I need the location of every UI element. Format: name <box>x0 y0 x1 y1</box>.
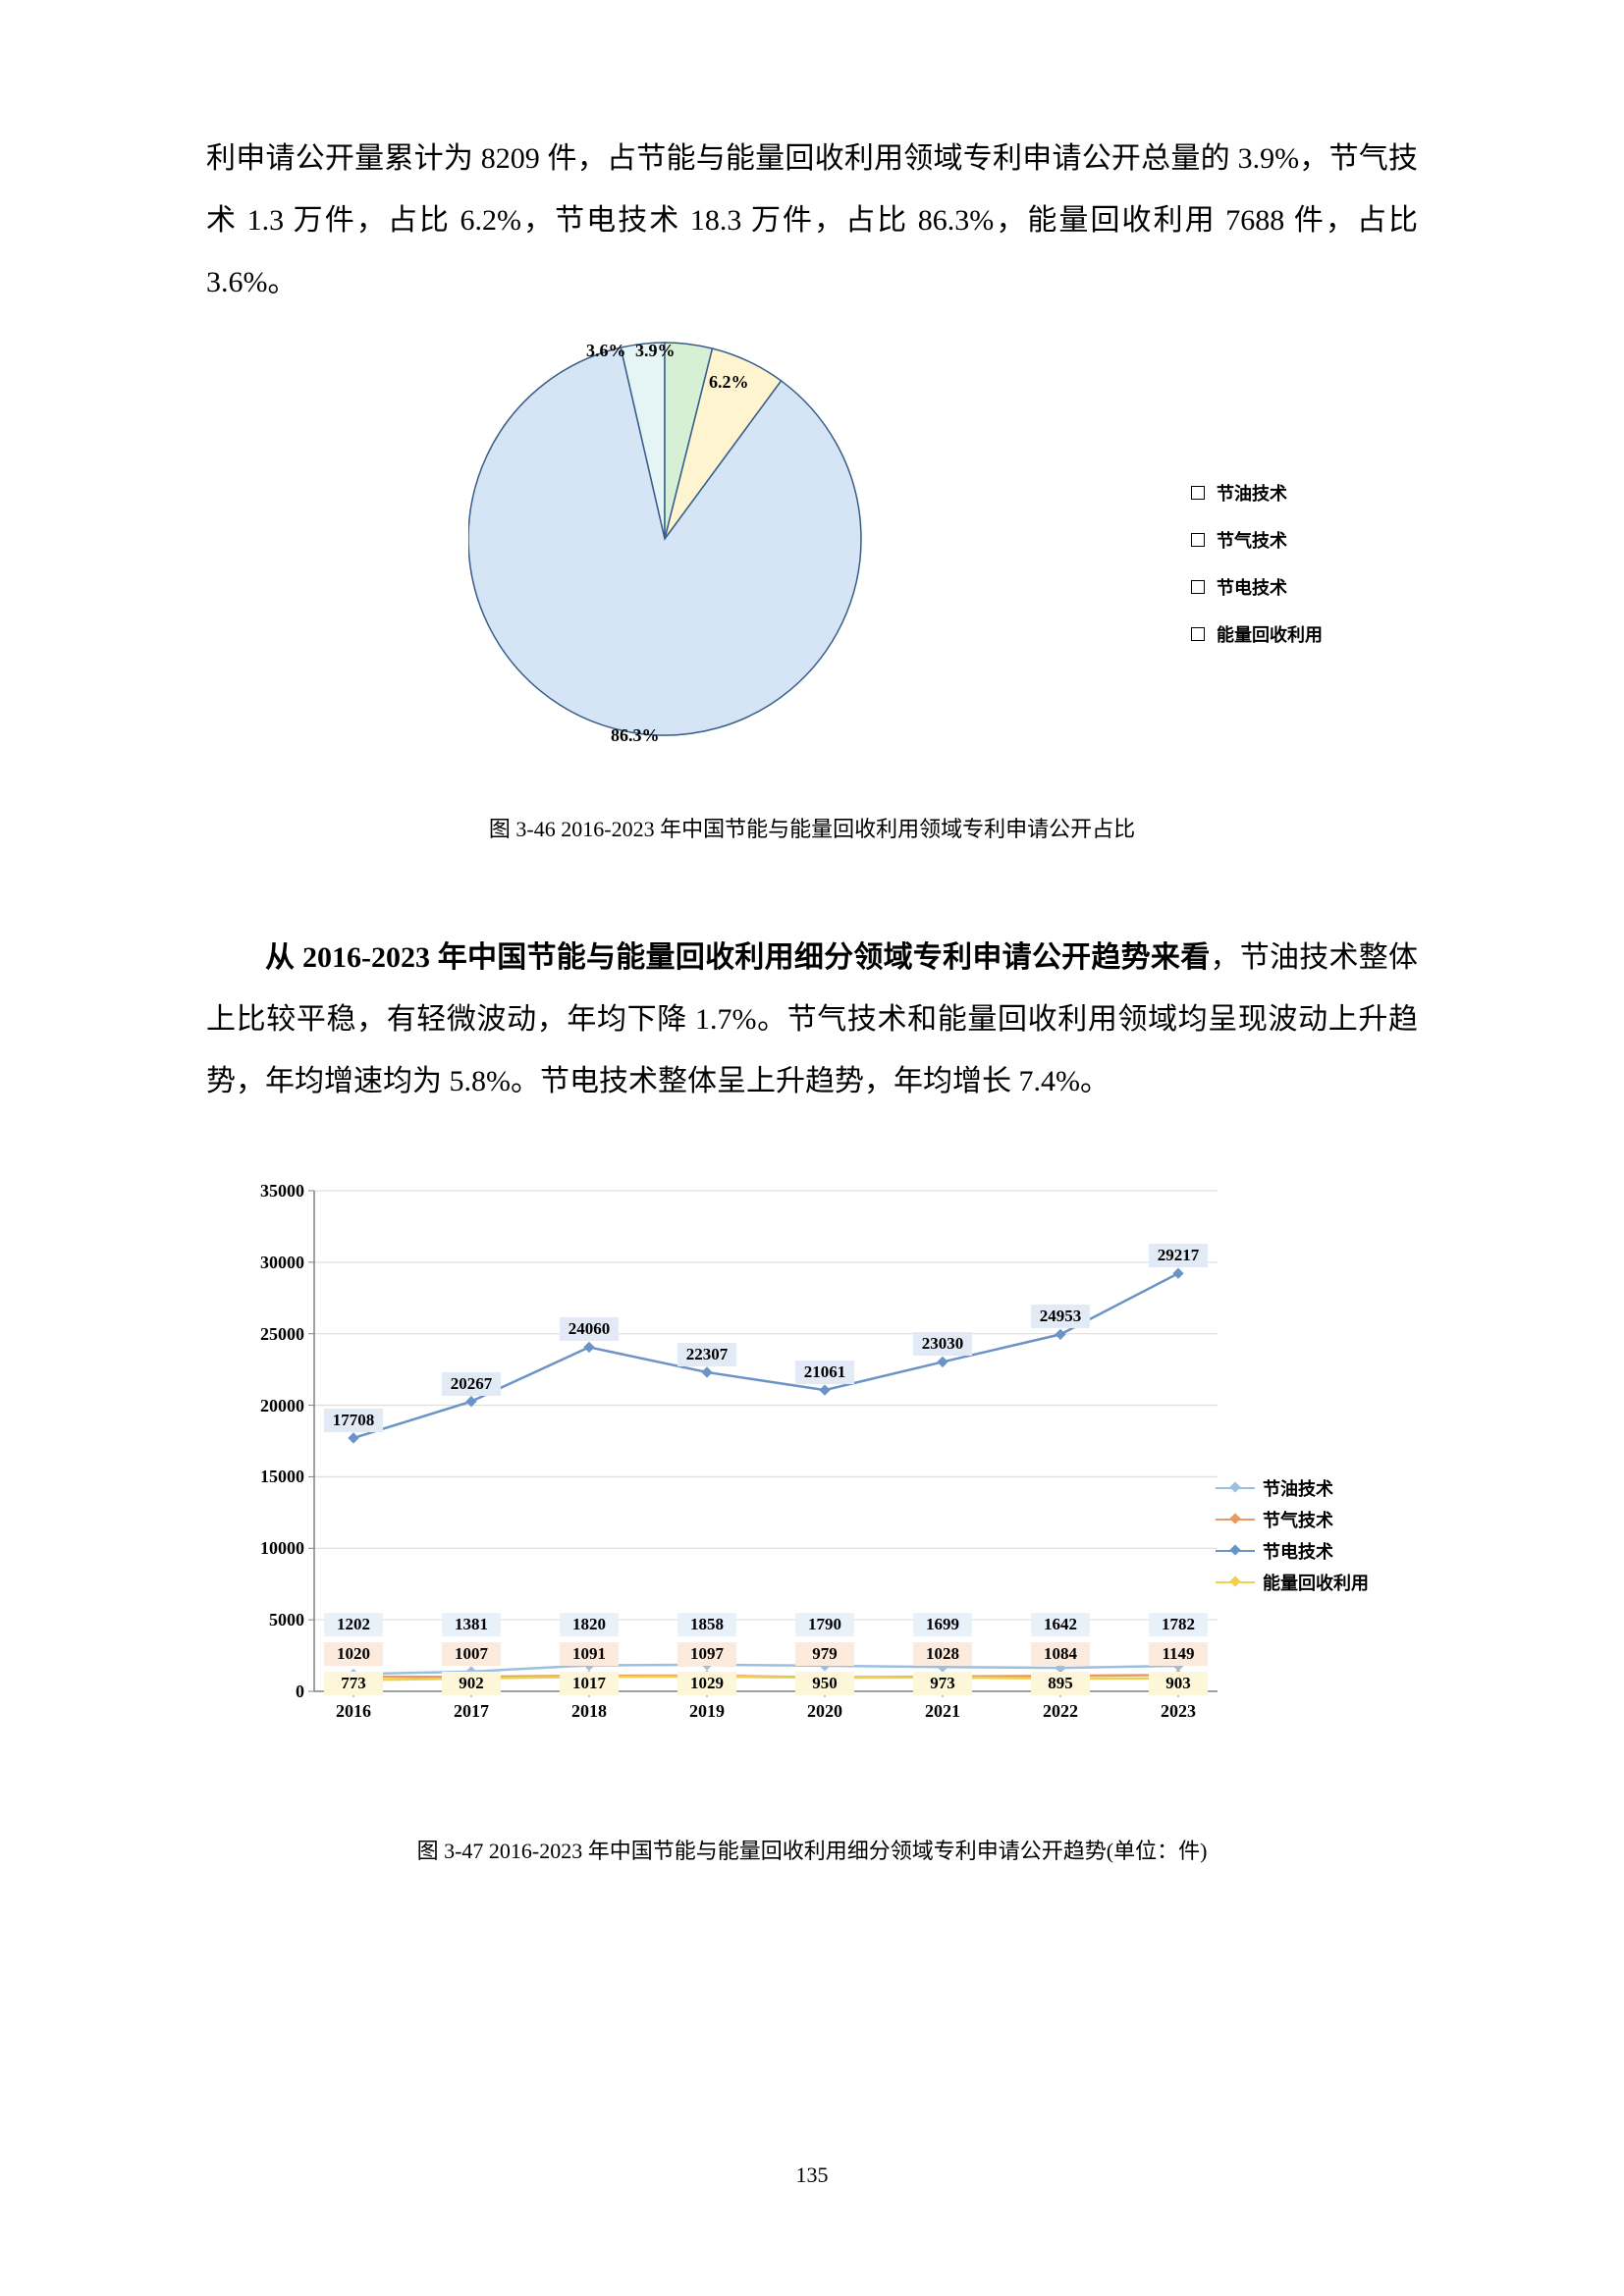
paragraph-2: 从 2016-2023 年中国节能与能量回收利用细分领域专利申请公开趋势来看，节… <box>206 927 1418 1112</box>
legend-item: 节电技术 <box>1191 574 1323 600</box>
legend-label: 能量回收利用 <box>1217 621 1323 647</box>
legend-marker-icon <box>1191 580 1205 594</box>
data-label: 1017 <box>560 1672 619 1695</box>
legend-marker-icon <box>1229 1544 1240 1555</box>
data-label: 1091 <box>560 1642 619 1666</box>
line-chart: 节油技术节气技术节电技术能量回收利用 0 5000 10000 15000 20000 2… <box>206 1171 1418 1780</box>
data-label: 1381 <box>442 1613 501 1636</box>
x-tick-label: 2022 <box>1026 1701 1095 1722</box>
data-label: 1782 <box>1149 1613 1208 1636</box>
legend-label: 节油技术 <box>1263 1475 1333 1501</box>
data-label: 1097 <box>677 1642 736 1666</box>
y-tick-label: 10000 <box>236 1538 304 1559</box>
data-label: 1820 <box>560 1613 619 1636</box>
data-label: 1020 <box>324 1642 383 1666</box>
legend-marker-icon <box>1229 1575 1240 1586</box>
x-tick-label: 2016 <box>319 1701 388 1722</box>
legend-item: 节电技术 <box>1216 1538 1369 1564</box>
legend-marker-icon <box>1191 533 1205 547</box>
pie-slice-label: 3.9% <box>635 341 676 361</box>
legend-item: 节油技术 <box>1216 1475 1369 1501</box>
legend-item: 节气技术 <box>1216 1507 1369 1532</box>
data-label: 1149 <box>1149 1642 1208 1666</box>
data-label: 23030 <box>913 1332 972 1356</box>
x-tick-label: 2023 <box>1144 1701 1213 1722</box>
legend-label: 节电技术 <box>1217 574 1287 600</box>
data-label: 1007 <box>442 1642 501 1666</box>
legend-label: 能量回收利用 <box>1263 1570 1369 1595</box>
legend-marker-icon <box>1229 1481 1240 1492</box>
data-label: 1642 <box>1031 1613 1090 1636</box>
data-label: 24953 <box>1031 1305 1090 1328</box>
legend-line-icon <box>1216 1519 1255 1521</box>
paragraph-1: 利申请公开量累计为 8209 件，占节能与能量回收利用领域专利申请公开总量的 3… <box>206 128 1418 313</box>
data-label: 973 <box>913 1672 972 1695</box>
data-label: 24060 <box>560 1317 619 1341</box>
figure-caption-2: 图 3-47 2016-2023 年中国节能与能量回收利用细分领域专利申请公开趋… <box>417 1834 1208 1865</box>
data-label: 902 <box>442 1672 501 1695</box>
data-label: 979 <box>795 1642 854 1666</box>
data-label: 1028 <box>913 1642 972 1666</box>
legend-item: 能量回收利用 <box>1216 1570 1369 1595</box>
legend-label: 节油技术 <box>1217 480 1287 506</box>
x-tick-label: 2020 <box>790 1701 859 1722</box>
legend-label: 节气技术 <box>1263 1507 1333 1532</box>
data-label: 29217 <box>1149 1244 1208 1267</box>
x-tick-label: 2021 <box>908 1701 977 1722</box>
legend-item: 节气技术 <box>1191 527 1323 553</box>
x-tick-label: 2019 <box>673 1701 741 1722</box>
pie-slice-label: 3.6% <box>586 341 626 361</box>
y-tick-label: 20000 <box>236 1396 304 1416</box>
data-label: 773 <box>324 1672 383 1695</box>
legend-item: 能量回收利用 <box>1191 621 1323 647</box>
data-label: 21061 <box>795 1361 854 1384</box>
x-tick-label: 2017 <box>437 1701 506 1722</box>
data-label: 1202 <box>324 1613 383 1636</box>
data-label: 950 <box>795 1672 854 1695</box>
figure-caption-1: 图 3-46 2016-2023 年中国节能与能量回收利用领域专利申请公开占比 <box>489 812 1135 843</box>
data-label: 1699 <box>913 1613 972 1636</box>
page-number: 135 <box>0 2163 1624 2188</box>
data-label: 22307 <box>677 1343 736 1366</box>
pie-slice-label: 6.2% <box>709 372 749 393</box>
data-label: 895 <box>1031 1672 1090 1695</box>
paragraph-2-bold: 从 2016-2023 年中国节能与能量回收利用细分领域专利申请公开趋势来看 <box>265 941 1210 974</box>
data-label: 1084 <box>1031 1642 1090 1666</box>
legend-marker-icon <box>1229 1513 1240 1523</box>
pie-chart: 节油技术节气技术节电技术能量回收利用 3.6%3.9%6.2%86.3% <box>321 333 1303 794</box>
legend-marker-icon <box>1191 627 1205 641</box>
y-tick-label: 5000 <box>236 1610 304 1630</box>
legend-label: 节气技术 <box>1217 527 1287 553</box>
data-label: 1029 <box>677 1672 736 1695</box>
legend-item: 节油技术 <box>1191 480 1323 506</box>
line-legend: 节油技术节气技术节电技术能量回收利用 <box>1216 1475 1369 1601</box>
y-tick-label: 30000 <box>236 1253 304 1273</box>
x-tick-label: 2018 <box>555 1701 623 1722</box>
pie-legend: 节油技术节气技术节电技术能量回收利用 <box>1191 480 1323 668</box>
legend-line-icon <box>1216 1581 1255 1583</box>
y-tick-label: 35000 <box>236 1181 304 1201</box>
data-label: 903 <box>1149 1672 1208 1695</box>
data-label: 17708 <box>324 1409 383 1432</box>
y-tick-label: 0 <box>236 1682 304 1702</box>
legend-marker-icon <box>1191 486 1205 500</box>
data-label: 20267 <box>442 1372 501 1396</box>
data-label: 1858 <box>677 1613 736 1636</box>
y-tick-label: 25000 <box>236 1324 304 1345</box>
legend-line-icon <box>1216 1487 1255 1489</box>
legend-label: 节电技术 <box>1263 1538 1333 1564</box>
y-tick-label: 15000 <box>236 1467 304 1487</box>
pie-slice-label: 86.3% <box>611 725 660 746</box>
legend-line-icon <box>1216 1550 1255 1552</box>
data-label: 1790 <box>795 1613 854 1636</box>
